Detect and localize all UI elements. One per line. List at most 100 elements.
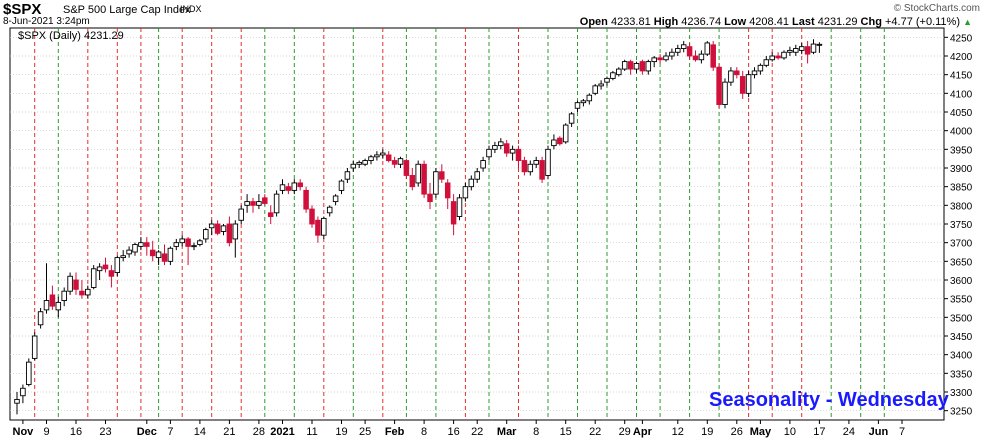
candle-body xyxy=(397,158,404,165)
candle-body xyxy=(568,113,575,124)
candle-body xyxy=(480,160,486,169)
candle-body xyxy=(680,44,687,49)
candle-body xyxy=(545,148,551,176)
x-tick-label: 7 xyxy=(167,426,173,438)
candle-body xyxy=(787,49,793,53)
high-value: 4236.74 xyxy=(681,16,722,28)
candle-body xyxy=(108,270,115,277)
candle-body xyxy=(73,279,79,290)
candle-body xyxy=(598,83,604,87)
x-tick-label: 19 xyxy=(701,426,713,438)
candle-body xyxy=(633,63,640,70)
candle-body xyxy=(763,59,770,66)
candle-body xyxy=(90,268,97,288)
low-value: 4208.41 xyxy=(749,16,789,28)
candle-body xyxy=(368,156,374,161)
candle-body xyxy=(155,251,162,259)
candle-body xyxy=(775,55,781,59)
candle-body xyxy=(657,57,663,61)
candle-body xyxy=(55,301,62,311)
last-value: 4231.29 xyxy=(817,16,858,28)
candle-body xyxy=(250,201,256,206)
candle-body xyxy=(728,70,734,83)
price-axis: 3250 3300 3350 3400 3450 3500 3550 3600 3650 3700… xyxy=(944,33,973,418)
candle-body xyxy=(167,247,174,262)
x-tick-label: 21 xyxy=(223,426,235,438)
candle-body xyxy=(574,102,581,109)
candle-body xyxy=(651,57,657,63)
candle-body xyxy=(562,124,569,143)
candle-body xyxy=(580,100,587,104)
x-tick-label: Apr xyxy=(633,426,653,438)
candle-body xyxy=(551,139,557,147)
candle-body xyxy=(592,85,598,94)
candle-body xyxy=(309,208,315,225)
high-label: High xyxy=(653,16,679,28)
y-tick-label: 3650 xyxy=(950,257,973,268)
candle-body xyxy=(557,137,563,145)
y-tick-label: 3800 xyxy=(950,201,973,212)
candle-body xyxy=(43,300,50,311)
candle-body xyxy=(627,61,634,70)
candle-body xyxy=(704,42,711,55)
candle-body xyxy=(604,77,610,83)
brand-label: © StockCharts.com xyxy=(893,3,980,14)
x-tick-label: 24 xyxy=(843,426,855,438)
candle-body xyxy=(804,46,811,55)
candle-body xyxy=(332,195,339,203)
x-tick-label: 22 xyxy=(471,426,483,438)
candle-body xyxy=(185,238,191,247)
candle-body xyxy=(214,223,221,234)
candle-body xyxy=(816,43,823,46)
candle-body xyxy=(722,81,728,105)
x-tick-label: 16 xyxy=(447,426,459,438)
candle-body xyxy=(232,223,239,240)
candle-body xyxy=(20,387,26,397)
y-tick-label: 3400 xyxy=(950,351,973,362)
x-tick-label: Mar xyxy=(497,426,517,438)
x-tick-label: 29 xyxy=(619,426,631,438)
candle-body xyxy=(739,76,746,94)
candle-body xyxy=(751,70,758,76)
candle-body xyxy=(362,160,368,165)
x-tick-label: 19 xyxy=(335,426,347,438)
candle-body xyxy=(734,70,740,76)
candle-body xyxy=(439,171,445,180)
candle-body xyxy=(374,154,380,158)
candle-body xyxy=(503,143,510,154)
candle-body xyxy=(675,48,681,53)
candle-body xyxy=(757,64,764,72)
date-axis: Nov 9 16 23 Dec 7 14 21 28 2021 11 19 25 Feb 8 16 22 Mar 8… xyxy=(13,420,905,438)
x-tick-label: 8 xyxy=(421,426,427,438)
candle-body xyxy=(321,217,327,236)
candle-body xyxy=(645,61,652,72)
candle-body xyxy=(444,182,451,199)
candle-body xyxy=(350,163,357,169)
candle-body xyxy=(745,74,752,94)
x-tick-label: Dec xyxy=(137,426,157,438)
x-tick-label: 8 xyxy=(533,426,539,438)
y-tick-label: 4150 xyxy=(950,71,973,82)
date-time-label: 8-Jun-2021 3:24pm xyxy=(3,16,90,27)
candle-body xyxy=(474,171,480,180)
candle-body xyxy=(120,255,126,259)
candle-body xyxy=(31,335,38,359)
candle-body xyxy=(403,160,410,176)
candle-body xyxy=(37,311,44,326)
y-tick-label: 4050 xyxy=(950,108,973,119)
y-tick-label: 3450 xyxy=(950,332,973,343)
candle-body xyxy=(356,161,362,165)
candle-body xyxy=(710,44,716,68)
candle-body xyxy=(527,163,534,173)
candle-body xyxy=(793,48,799,53)
candle-body xyxy=(610,72,616,79)
y-tick-label: 3850 xyxy=(950,183,973,194)
y-tick-label: 3750 xyxy=(950,220,973,231)
candle-body xyxy=(669,51,675,57)
candle-body xyxy=(450,201,457,225)
x-tick-label: 17 xyxy=(813,426,825,438)
last-label: Last xyxy=(792,16,815,28)
candle-body xyxy=(244,201,250,206)
y-tick-label: 4250 xyxy=(950,33,973,44)
candle-body xyxy=(26,361,32,385)
